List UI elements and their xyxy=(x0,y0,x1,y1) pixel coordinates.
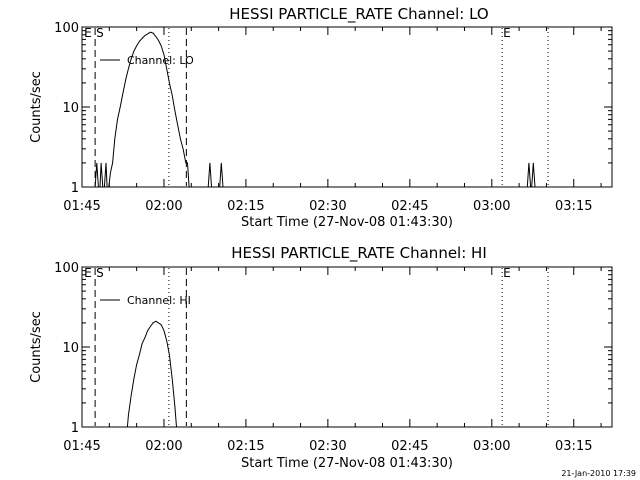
x-tick-label: 01:45 xyxy=(63,439,100,454)
x-tick-label: 03:00 xyxy=(473,439,510,454)
event-marker-label: E xyxy=(503,26,511,40)
chart-title: HESSI PARTICLE_RATE Channel: HI xyxy=(231,244,487,263)
y-tick-label: 10 xyxy=(62,101,79,116)
x-tick-label: 02:00 xyxy=(145,199,182,214)
x-tick-label: 02:45 xyxy=(391,439,428,454)
x-tick-label: 02:15 xyxy=(227,439,264,454)
legend-label: Channel: LO xyxy=(127,54,194,67)
event-marker-label: E xyxy=(84,26,92,40)
x-tick-label: 02:45 xyxy=(391,199,428,214)
y-axis-label: Counts/sec xyxy=(29,71,44,143)
x-tick-label: 02:15 xyxy=(227,199,264,214)
x-tick-label: 03:15 xyxy=(555,439,592,454)
event-marker-label: S xyxy=(96,26,104,40)
x-tick-label: 02:30 xyxy=(309,199,346,214)
x-tick-label: 02:30 xyxy=(309,439,346,454)
x-tick-label: 03:15 xyxy=(555,199,592,214)
y-tick-label: 100 xyxy=(54,21,79,36)
plot-frame xyxy=(81,266,613,428)
date-stamp: 21-Jan-2010 17:39 xyxy=(561,469,636,478)
x-axis-label: Start Time (27-Nov-08 01:43:30) xyxy=(241,456,453,471)
event-marker-label: E xyxy=(84,266,92,280)
x-tick-label: 03:00 xyxy=(473,199,510,214)
y-axis-label: Counts/sec xyxy=(29,311,44,383)
x-tick-label: 01:45 xyxy=(63,199,100,214)
y-tick-label: 10 xyxy=(62,341,79,356)
y-tick-label: 1 xyxy=(71,181,79,196)
legend-label: Channel: HI xyxy=(127,294,191,307)
chart-title: HESSI PARTICLE_RATE Channel: LO xyxy=(229,5,488,24)
plot-frame xyxy=(81,26,613,188)
x-tick-label: 02:00 xyxy=(145,439,182,454)
x-axis-label: Start Time (27-Nov-08 01:43:30) xyxy=(241,215,453,230)
series-line xyxy=(94,31,536,188)
series-line xyxy=(126,320,177,428)
y-tick-label: 1 xyxy=(71,421,79,436)
y-tick-label: 100 xyxy=(54,261,79,276)
event-marker-label: E xyxy=(503,266,511,280)
event-marker-label: S xyxy=(96,266,104,280)
